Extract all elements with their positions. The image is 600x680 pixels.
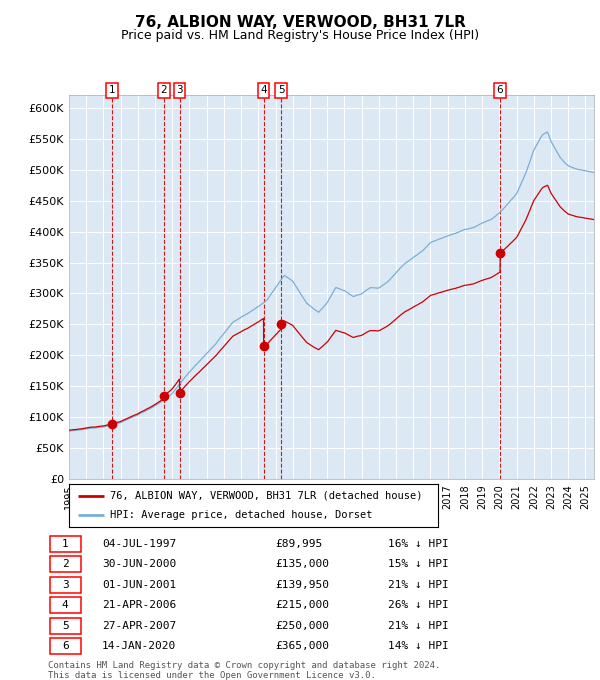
Text: 6: 6 (497, 85, 503, 95)
FancyBboxPatch shape (50, 577, 81, 593)
Text: Contains HM Land Registry data © Crown copyright and database right 2024.
This d: Contains HM Land Registry data © Crown c… (48, 661, 440, 680)
Text: 26% ↓ HPI: 26% ↓ HPI (388, 600, 449, 610)
Text: 30-JUN-2000: 30-JUN-2000 (102, 560, 176, 569)
Text: £135,000: £135,000 (275, 560, 329, 569)
Text: £139,950: £139,950 (275, 580, 329, 590)
Text: 1: 1 (62, 539, 68, 549)
Text: 76, ALBION WAY, VERWOOD, BH31 7LR (detached house): 76, ALBION WAY, VERWOOD, BH31 7LR (detac… (110, 491, 422, 500)
Text: 3: 3 (176, 85, 183, 95)
Text: 4: 4 (62, 600, 68, 610)
FancyBboxPatch shape (50, 597, 81, 613)
Text: Price paid vs. HM Land Registry's House Price Index (HPI): Price paid vs. HM Land Registry's House … (121, 29, 479, 42)
Text: £89,995: £89,995 (275, 539, 322, 549)
FancyBboxPatch shape (50, 638, 81, 654)
Text: 14% ↓ HPI: 14% ↓ HPI (388, 641, 449, 651)
Text: £215,000: £215,000 (275, 600, 329, 610)
Text: 2: 2 (160, 85, 167, 95)
Text: 1: 1 (109, 85, 116, 95)
Text: 15% ↓ HPI: 15% ↓ HPI (388, 560, 449, 569)
Text: 2: 2 (62, 560, 68, 569)
Text: 21% ↓ HPI: 21% ↓ HPI (388, 580, 449, 590)
Text: 14-JAN-2020: 14-JAN-2020 (102, 641, 176, 651)
Text: 04-JUL-1997: 04-JUL-1997 (102, 539, 176, 549)
Text: 76, ALBION WAY, VERWOOD, BH31 7LR: 76, ALBION WAY, VERWOOD, BH31 7LR (134, 15, 466, 30)
FancyBboxPatch shape (50, 556, 81, 573)
Text: 5: 5 (278, 85, 284, 95)
Text: £250,000: £250,000 (275, 621, 329, 630)
Text: 4: 4 (260, 85, 267, 95)
Text: 01-JUN-2001: 01-JUN-2001 (102, 580, 176, 590)
Text: 21-APR-2006: 21-APR-2006 (102, 600, 176, 610)
Text: 21% ↓ HPI: 21% ↓ HPI (388, 621, 449, 630)
Text: 27-APR-2007: 27-APR-2007 (102, 621, 176, 630)
Text: 16% ↓ HPI: 16% ↓ HPI (388, 539, 449, 549)
Text: HPI: Average price, detached house, Dorset: HPI: Average price, detached house, Dors… (110, 511, 372, 520)
Text: 3: 3 (62, 580, 68, 590)
Text: £365,000: £365,000 (275, 641, 329, 651)
Text: 6: 6 (62, 641, 68, 651)
Text: 5: 5 (62, 621, 68, 630)
FancyBboxPatch shape (50, 617, 81, 634)
FancyBboxPatch shape (50, 536, 81, 552)
